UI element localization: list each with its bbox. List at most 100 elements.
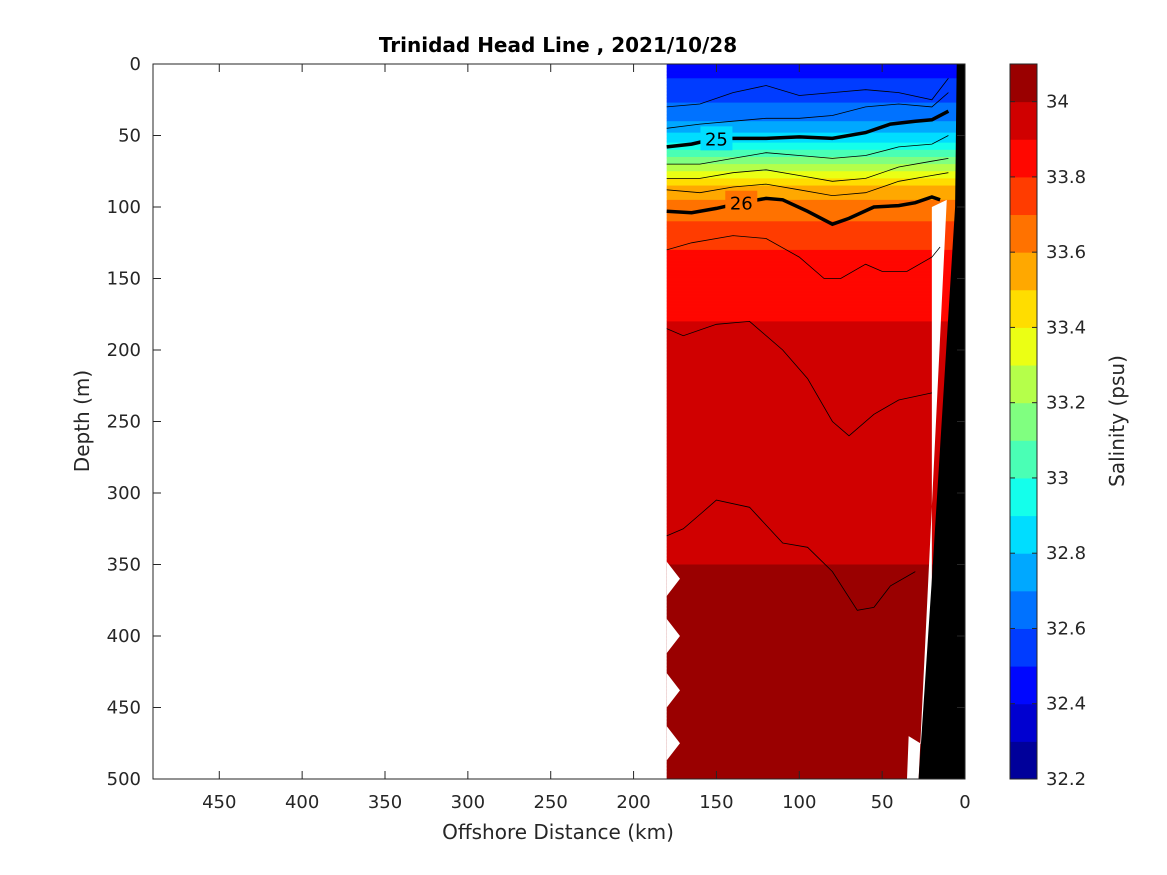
colorbar-segment <box>1010 327 1037 366</box>
colorbar-tick-label: 33.2 <box>1046 393 1086 414</box>
y-tick-label: 350 <box>107 555 141 576</box>
salinity-band <box>666 590 965 593</box>
salinity-band <box>666 767 965 770</box>
salinity-band <box>666 561 965 564</box>
salinity-band <box>666 354 965 357</box>
salinity-band <box>666 663 965 666</box>
salinity-band <box>666 264 965 267</box>
salinity-band <box>666 242 965 245</box>
salinity-band <box>666 482 965 486</box>
salinity-band <box>666 364 965 367</box>
isopycnal-line <box>666 78 949 108</box>
salinity-band <box>666 205 965 208</box>
salinity-band <box>666 731 965 734</box>
salinity-band <box>666 447 965 450</box>
salinity-band <box>666 543 965 546</box>
salinity-band <box>666 227 965 230</box>
salinity-band <box>666 600 965 603</box>
y-tick-label: 200 <box>107 340 141 361</box>
salinity-band <box>666 328 965 331</box>
salinity-band <box>666 693 965 696</box>
salinity-band <box>666 747 965 750</box>
salinity-band <box>666 196 965 200</box>
seafloor <box>918 64 965 779</box>
salinity-band <box>666 402 965 405</box>
salinity-band <box>666 279 965 282</box>
colorbar-segment <box>1010 365 1037 404</box>
salinity-band <box>666 515 965 518</box>
salinity-band <box>666 247 965 250</box>
salinity-band <box>666 415 965 418</box>
salinity-band <box>666 748 965 751</box>
y-tick-label: 400 <box>107 626 141 647</box>
salinity-band <box>666 623 965 626</box>
salinity-band <box>666 324 965 327</box>
salinity-band <box>666 703 965 706</box>
salinity-band <box>666 544 965 547</box>
salinity-band <box>666 763 965 766</box>
salinity-band <box>666 91 965 94</box>
salinity-band <box>666 680 965 683</box>
salinity-band <box>666 390 965 393</box>
salinity-band <box>666 534 965 537</box>
salinity-band <box>666 172 965 175</box>
salinity-band <box>666 238 965 241</box>
salinity-band <box>666 435 965 438</box>
salinity-band <box>666 667 965 670</box>
salinity-band <box>666 92 965 95</box>
y-tick-label: 150 <box>107 269 141 290</box>
salinity-band <box>666 199 965 202</box>
salinity-band <box>666 114 965 117</box>
salinity-band <box>666 474 965 477</box>
salinity-band <box>666 355 965 358</box>
salinity-band <box>666 761 965 764</box>
salinity-band <box>666 540 965 543</box>
salinity-band <box>666 714 965 717</box>
salinity-band <box>666 162 965 165</box>
salinity-band <box>666 64 965 67</box>
salinity-band <box>666 425 965 428</box>
colorbar-tick-label: 32.6 <box>1046 618 1086 639</box>
salinity-band <box>666 95 965 98</box>
colorbar-frame <box>1009 63 1038 780</box>
salinity-band <box>666 741 965 744</box>
salinity-band <box>666 229 965 232</box>
salinity-band <box>666 490 965 493</box>
salinity-band <box>666 593 965 596</box>
salinity-band <box>666 451 965 454</box>
salinity-band <box>666 368 965 371</box>
salinity-band <box>666 224 965 227</box>
salinity-band <box>666 185 965 188</box>
colorbar-tick-label: 32.2 <box>1046 769 1086 790</box>
salinity-band <box>666 208 965 211</box>
salinity-band <box>666 445 965 448</box>
colorbar-segment <box>1010 440 1037 479</box>
salinity-band <box>666 437 965 440</box>
salinity-band <box>666 398 965 401</box>
salinity-band <box>666 248 965 251</box>
salinity-band <box>666 494 965 497</box>
salinity-band <box>666 700 965 703</box>
salinity-band <box>666 377 965 380</box>
salinity-band <box>666 541 965 544</box>
salinity-band <box>666 457 965 460</box>
salinity-band <box>666 176 965 179</box>
salinity-band <box>666 148 965 151</box>
salinity-band <box>666 631 965 634</box>
salinity-band <box>666 637 965 640</box>
salinity-band <box>666 454 965 457</box>
salinity-band <box>666 558 965 561</box>
salinity-band <box>666 141 965 144</box>
salinity-band <box>666 478 965 481</box>
x-tick-label: 100 <box>782 792 816 813</box>
salinity-band <box>666 638 965 641</box>
salinity-band <box>666 400 965 403</box>
salinity-band <box>666 198 965 201</box>
colorbar-segment <box>1010 139 1037 178</box>
salinity-band <box>666 467 965 470</box>
salinity-band <box>666 291 965 294</box>
salinity-band <box>666 477 965 480</box>
salinity-band <box>666 191 965 194</box>
salinity-band <box>666 299 965 302</box>
salinity-band <box>666 201 965 204</box>
